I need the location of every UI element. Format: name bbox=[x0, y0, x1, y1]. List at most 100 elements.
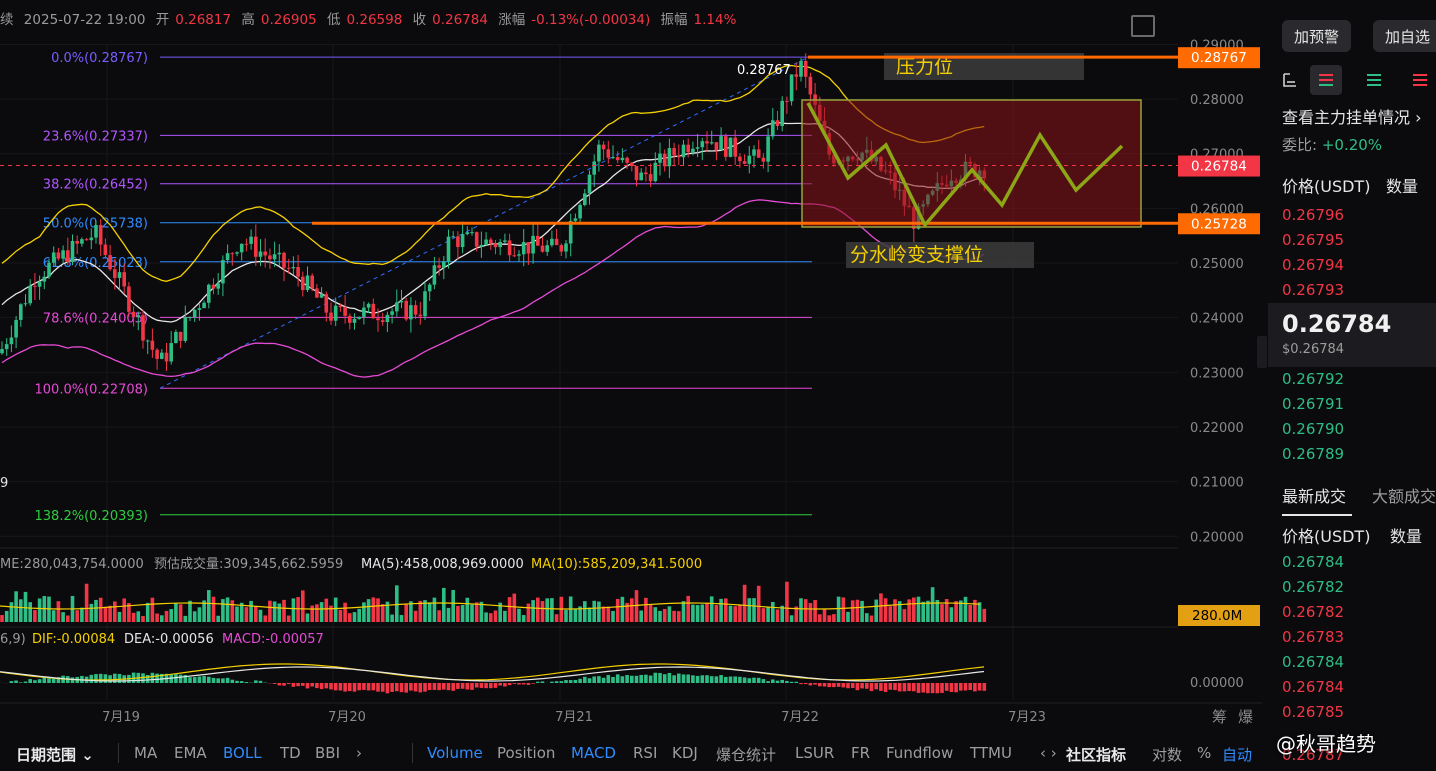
tab-large-trades[interactable]: 大额成交 bbox=[1372, 487, 1436, 506]
volume-bar bbox=[395, 585, 399, 622]
macd-histogram-bar bbox=[183, 675, 188, 683]
orderbook-selected-tab[interactable] bbox=[1310, 65, 1342, 95]
ask-price[interactable]: 0.26794 bbox=[1282, 256, 1345, 274]
macd-histogram-bar bbox=[841, 683, 846, 688]
chevron-right-icon[interactable]: › bbox=[356, 744, 362, 762]
macd-histogram-bar bbox=[587, 678, 592, 683]
orderbook-title[interactable]: 查看主力挂单情况 › bbox=[1282, 104, 1422, 128]
candle-body bbox=[766, 136, 770, 162]
volume-bar bbox=[174, 603, 178, 622]
scroll-arrows-icon[interactable]: ‹ › bbox=[1040, 744, 1057, 762]
candle-body bbox=[413, 305, 418, 315]
macd-histogram-bar bbox=[376, 683, 380, 692]
volume-bar bbox=[216, 615, 220, 622]
candle-body bbox=[794, 74, 799, 77]
indicator-ema[interactable]: EMA bbox=[174, 744, 207, 762]
log-scale-toggle[interactable]: 对数 bbox=[1152, 746, 1183, 764]
indicator-fr[interactable]: FR bbox=[851, 744, 871, 762]
volume-bar bbox=[211, 596, 216, 622]
add-watchlist-button[interactable]: 加自选 bbox=[1373, 20, 1436, 52]
macd-histogram-bar bbox=[780, 679, 784, 683]
candle-body bbox=[319, 294, 324, 298]
indicator-fundflow[interactable]: Fundflow bbox=[886, 744, 954, 762]
indicator-lsur[interactable]: LSUR bbox=[795, 744, 835, 762]
candle-body bbox=[122, 272, 126, 287]
indicator-position[interactable]: Position bbox=[497, 744, 556, 762]
candle-body bbox=[296, 267, 300, 277]
indicator-td[interactable]: TD bbox=[280, 744, 301, 762]
candle-body bbox=[366, 303, 371, 308]
candle-body bbox=[333, 305, 338, 321]
ask-price[interactable]: 0.26795 bbox=[1282, 231, 1345, 249]
indicator-boll[interactable]: BOLL bbox=[223, 744, 262, 762]
price-tick: 0.25000 bbox=[1190, 257, 1244, 272]
ask-price[interactable]: 0.26793 bbox=[1282, 281, 1345, 299]
macd-histogram-bar bbox=[601, 677, 606, 683]
bid-price[interactable]: 0.26789 bbox=[1282, 445, 1345, 463]
volume-bar bbox=[352, 612, 357, 622]
candle-body bbox=[47, 262, 51, 277]
candle-body bbox=[202, 302, 206, 309]
indicator-ma[interactable]: MA bbox=[134, 744, 158, 762]
trade-price: 0.26787 bbox=[1282, 746, 1345, 764]
volume-bar bbox=[28, 602, 32, 622]
percent-scale-toggle[interactable]: % bbox=[1197, 744, 1212, 762]
candle-body bbox=[272, 254, 277, 260]
auto-scale-toggle[interactable]: 自动 bbox=[1222, 746, 1253, 764]
candle-body bbox=[89, 237, 94, 241]
volume-bar bbox=[963, 596, 968, 622]
volume-bar bbox=[888, 606, 893, 622]
volume-bar bbox=[56, 601, 61, 622]
macd-histogram-bar bbox=[324, 683, 329, 689]
candle-body bbox=[578, 204, 582, 219]
volume-bar bbox=[127, 603, 131, 622]
volume-bar bbox=[357, 608, 361, 622]
date-range-button[interactable]: 日期范围 ⌄ bbox=[16, 744, 94, 765]
candle-body bbox=[550, 238, 554, 246]
volume-bar bbox=[456, 605, 460, 622]
bid-price[interactable]: 0.26791 bbox=[1282, 395, 1345, 413]
candle-body bbox=[437, 265, 441, 268]
indicator-liquidation[interactable]: 爆仓统计 bbox=[716, 746, 777, 764]
price-chart[interactable]: 0.0%(0.28767) 23.6%(0.27337) 38.2%(0.26452… bbox=[0, 0, 1262, 735]
orderbook-both-icon[interactable] bbox=[1280, 70, 1300, 90]
candle-body bbox=[700, 141, 705, 148]
collapse-panel-handle[interactable] bbox=[1257, 336, 1267, 368]
volume-bar bbox=[427, 602, 432, 622]
bid-price[interactable]: 0.26792 bbox=[1282, 370, 1345, 388]
volume-bar bbox=[33, 610, 37, 622]
fullscreen-icon[interactable] bbox=[1131, 15, 1155, 37]
indicator-bbi[interactable]: BBI bbox=[315, 744, 341, 762]
macd-histogram-bar bbox=[216, 678, 220, 683]
indicator-macd[interactable]: MACD bbox=[571, 744, 616, 762]
candle-body bbox=[634, 165, 639, 181]
macd-histogram-bar bbox=[277, 683, 282, 686]
volume-bar bbox=[630, 598, 634, 622]
volume-bar bbox=[648, 604, 653, 622]
community-indicators-button[interactable]: 社区指标 bbox=[1066, 746, 1127, 764]
indicator-ttmu[interactable]: TTMU bbox=[970, 744, 1012, 762]
volume-bar bbox=[94, 599, 98, 622]
bid-price[interactable]: 0.26790 bbox=[1282, 420, 1345, 438]
macd-histogram-bar bbox=[573, 679, 578, 683]
orderbook-split-icon bbox=[1319, 74, 1333, 86]
volume-bar bbox=[761, 608, 766, 622]
orderbook-bids-icon[interactable] bbox=[1364, 70, 1384, 90]
macd-histogram-bar bbox=[145, 674, 150, 683]
indicator-kdj[interactable]: KDJ bbox=[672, 744, 698, 762]
ask-price[interactable]: 0.26796 bbox=[1282, 206, 1345, 224]
indicator-volume[interactable]: Volume bbox=[427, 744, 483, 762]
add-alert-button[interactable]: 加预警 bbox=[1282, 20, 1352, 52]
volume-bar bbox=[141, 615, 145, 622]
volume-bar bbox=[944, 599, 949, 622]
candle-body bbox=[470, 232, 474, 234]
ohlc-header: 续 2025-07-22 19:00 开 0.26817 高 0.26905 低 0.… bbox=[0, 8, 742, 30]
volume-bar bbox=[714, 604, 719, 622]
fib-level-label: 0.0%(0.28767) bbox=[51, 51, 148, 66]
indicator-rsi[interactable]: RSI bbox=[633, 744, 658, 762]
volume-bar bbox=[446, 607, 451, 622]
macd-histogram-bar bbox=[883, 683, 888, 692]
orderbook-asks-icon[interactable] bbox=[1410, 70, 1430, 90]
tab-latest-trades[interactable]: 最新成交 bbox=[1282, 487, 1347, 506]
volume-bar bbox=[418, 600, 423, 622]
